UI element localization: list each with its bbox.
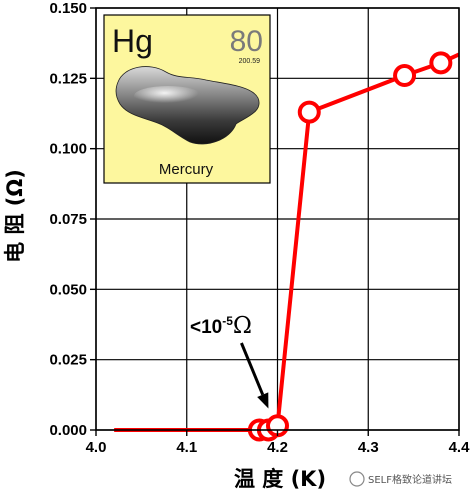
inset-symbol: Hg xyxy=(112,23,153,59)
x-tick-label: 4.0 xyxy=(86,439,107,456)
watermark: SELF格致论道讲坛 xyxy=(349,471,452,487)
inset-atomic-number: 80 xyxy=(230,25,263,58)
ticks: 4.0 4.1 4.2 4.3 4.4 0.000 0.025 0.050 0.075 0.100… xyxy=(49,0,470,456)
inset-atomic-mass: 200.59 xyxy=(239,58,261,65)
annotation-base: <10 xyxy=(190,317,222,338)
y-tick-label: 0.025 xyxy=(49,352,87,369)
x-axis-title: 温 度 (K) xyxy=(234,467,326,491)
y-tick-label: 0.000 xyxy=(49,422,87,439)
inset-element-card: Hg 80 200.59 Mercury xyxy=(103,14,271,184)
annotation-arrow xyxy=(240,342,265,396)
x-tick-label: 4.3 xyxy=(358,439,379,456)
annotation-unit: Ω xyxy=(233,313,252,339)
data-point xyxy=(393,64,417,88)
x-tick-label: 4.1 xyxy=(176,439,197,456)
y-tick-label: 0.150 xyxy=(49,0,87,17)
annotation-text: <10-5Ω xyxy=(190,313,252,339)
y-tick-label: 0.125 xyxy=(49,70,87,87)
data-point xyxy=(429,51,453,75)
x-tick-label: 4.4 xyxy=(449,439,471,456)
annotation-exponent: -5 xyxy=(222,314,233,328)
x-tick-label: 4.2 xyxy=(267,439,288,456)
y-tick-label: 0.075 xyxy=(49,211,87,228)
y-axis-title: 电 阻 (Ω) xyxy=(3,169,27,263)
data-point xyxy=(297,100,321,124)
annotation-arrowhead xyxy=(257,392,269,409)
y-tick-label: 0.050 xyxy=(49,281,87,298)
watermark-text: SELF格致论道讲坛 xyxy=(368,473,452,486)
annotation: <10-5Ω xyxy=(190,313,269,409)
y-tick-label: 0.100 xyxy=(49,141,87,158)
mercury-blob-icon xyxy=(115,66,260,145)
inset-element-name: Mercury xyxy=(159,161,214,178)
watermark-logo-icon xyxy=(349,471,365,487)
